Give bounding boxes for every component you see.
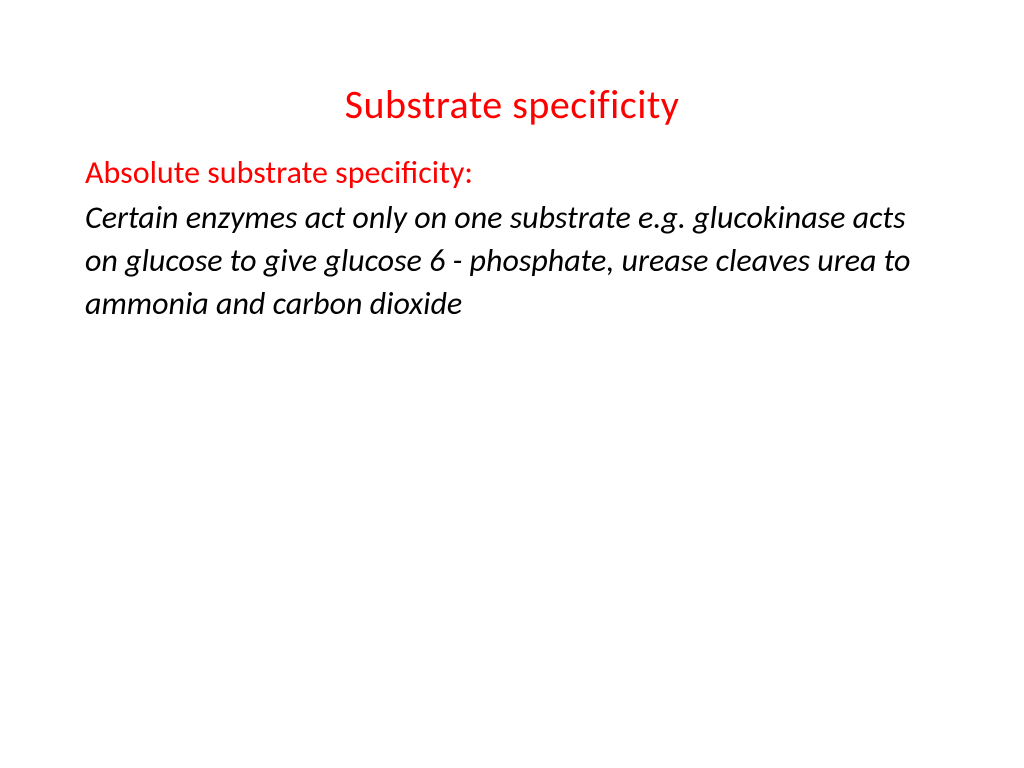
subheading-text: Absolute substrate specificity: <box>85 153 939 192</box>
body-paragraph: Certain enzymes act only on one substrat… <box>85 196 939 326</box>
slide-title: Substrate specificity <box>85 80 939 129</box>
